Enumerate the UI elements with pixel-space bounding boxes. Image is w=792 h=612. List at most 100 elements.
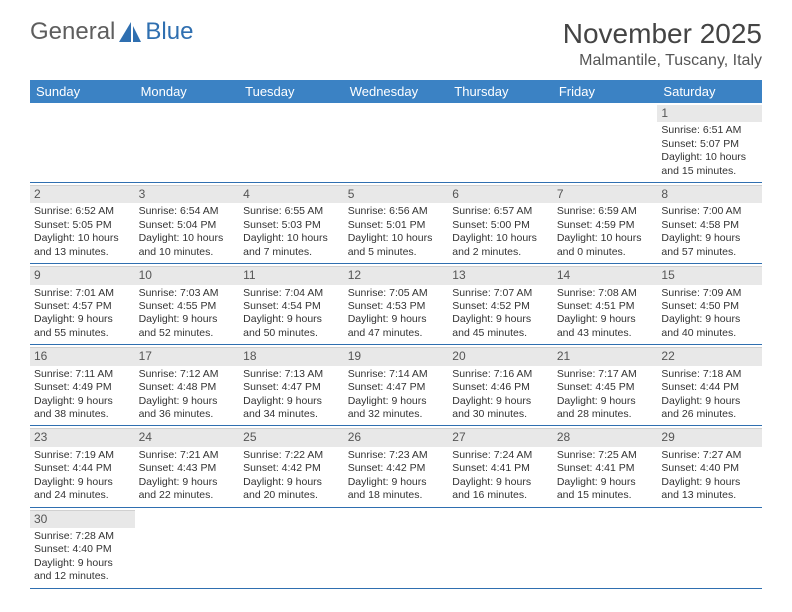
- day-cell: 5Sunrise: 6:56 AMSunset: 5:01 PMDaylight…: [344, 183, 449, 263]
- daylight-line: Daylight: 10 hours and 0 minutes.: [557, 232, 654, 259]
- day-cell: 19Sunrise: 7:14 AMSunset: 4:47 PMDayligh…: [344, 345, 449, 425]
- sunrise-line: Sunrise: 6:57 AM: [452, 205, 549, 218]
- day-cell: 7Sunrise: 6:59 AMSunset: 4:59 PMDaylight…: [553, 183, 658, 263]
- day-number: 25: [239, 428, 344, 446]
- daylight-line: Daylight: 10 hours and 7 minutes.: [243, 232, 340, 259]
- sunset-line: Sunset: 4:44 PM: [661, 381, 758, 394]
- title-block: November 2025 Malmantile, Tuscany, Italy: [563, 18, 762, 70]
- sunrise-line: Sunrise: 6:52 AM: [34, 205, 131, 218]
- day-number: 11: [239, 266, 344, 284]
- daylight-line: Daylight: 9 hours and 24 minutes.: [34, 476, 131, 503]
- sunset-line: Sunset: 4:53 PM: [348, 300, 445, 313]
- sunset-line: Sunset: 5:00 PM: [452, 219, 549, 232]
- day-number: 13: [448, 266, 553, 284]
- week-row: 23Sunrise: 7:19 AMSunset: 4:44 PMDayligh…: [30, 426, 762, 507]
- day-cell: 14Sunrise: 7:08 AMSunset: 4:51 PMDayligh…: [553, 264, 658, 344]
- weekday-label: Saturday: [657, 80, 762, 103]
- day-cell: 9Sunrise: 7:01 AMSunset: 4:57 PMDaylight…: [30, 264, 135, 344]
- day-number: 29: [657, 428, 762, 446]
- week-row: 9Sunrise: 7:01 AMSunset: 4:57 PMDaylight…: [30, 264, 762, 345]
- weekday-label: Friday: [553, 80, 658, 103]
- empty-cell: [553, 103, 658, 182]
- day-number: 22: [657, 347, 762, 365]
- sunset-line: Sunset: 5:07 PM: [661, 138, 758, 151]
- day-cell: 22Sunrise: 7:18 AMSunset: 4:44 PMDayligh…: [657, 345, 762, 425]
- sunset-line: Sunset: 4:55 PM: [139, 300, 236, 313]
- day-number: 12: [344, 266, 449, 284]
- day-cell: 18Sunrise: 7:13 AMSunset: 4:47 PMDayligh…: [239, 345, 344, 425]
- sunrise-line: Sunrise: 7:07 AM: [452, 287, 549, 300]
- sail-icon: [117, 20, 143, 44]
- daylight-line: Daylight: 9 hours and 12 minutes.: [34, 557, 131, 584]
- day-number: 18: [239, 347, 344, 365]
- daylight-line: Daylight: 9 hours and 55 minutes.: [34, 313, 131, 340]
- day-cell: 29Sunrise: 7:27 AMSunset: 4:40 PMDayligh…: [657, 426, 762, 506]
- daylight-line: Daylight: 9 hours and 16 minutes.: [452, 476, 549, 503]
- weeks-container: 1Sunrise: 6:51 AMSunset: 5:07 PMDaylight…: [30, 103, 762, 589]
- empty-cell: [239, 103, 344, 182]
- day-cell: 13Sunrise: 7:07 AMSunset: 4:52 PMDayligh…: [448, 264, 553, 344]
- day-number: 6: [448, 185, 553, 203]
- daylight-line: Daylight: 10 hours and 10 minutes.: [139, 232, 236, 259]
- day-cell: 15Sunrise: 7:09 AMSunset: 4:50 PMDayligh…: [657, 264, 762, 344]
- sunset-line: Sunset: 4:59 PM: [557, 219, 654, 232]
- weekday-label: Sunday: [30, 80, 135, 103]
- day-cell: 10Sunrise: 7:03 AMSunset: 4:55 PMDayligh…: [135, 264, 240, 344]
- header: General Blue November 2025 Malmantile, T…: [0, 0, 792, 76]
- sunrise-line: Sunrise: 7:05 AM: [348, 287, 445, 300]
- sunrise-line: Sunrise: 7:04 AM: [243, 287, 340, 300]
- week-row: 16Sunrise: 7:11 AMSunset: 4:49 PMDayligh…: [30, 345, 762, 426]
- day-number: 28: [553, 428, 658, 446]
- day-number: 2: [30, 185, 135, 203]
- day-number: 5: [344, 185, 449, 203]
- empty-cell: [30, 103, 135, 182]
- sunrise-line: Sunrise: 7:01 AM: [34, 287, 131, 300]
- sunset-line: Sunset: 4:40 PM: [34, 543, 131, 556]
- sunrise-line: Sunrise: 7:00 AM: [661, 205, 758, 218]
- empty-cell: [344, 508, 449, 588]
- sunset-line: Sunset: 4:58 PM: [661, 219, 758, 232]
- day-cell: 28Sunrise: 7:25 AMSunset: 4:41 PMDayligh…: [553, 426, 658, 506]
- location: Malmantile, Tuscany, Italy: [563, 52, 762, 70]
- sunrise-line: Sunrise: 7:09 AM: [661, 287, 758, 300]
- daylight-line: Daylight: 9 hours and 38 minutes.: [34, 395, 131, 422]
- daylight-line: Daylight: 9 hours and 15 minutes.: [557, 476, 654, 503]
- logo: General Blue: [30, 18, 193, 46]
- daylight-line: Daylight: 9 hours and 22 minutes.: [139, 476, 236, 503]
- weekday-label: Monday: [135, 80, 240, 103]
- logo-text-1: General: [30, 18, 115, 46]
- day-number: 7: [553, 185, 658, 203]
- day-cell: 4Sunrise: 6:55 AMSunset: 5:03 PMDaylight…: [239, 183, 344, 263]
- day-number: 16: [30, 347, 135, 365]
- logo-text-2: Blue: [145, 18, 193, 46]
- sunrise-line: Sunrise: 6:55 AM: [243, 205, 340, 218]
- day-number: 21: [553, 347, 658, 365]
- daylight-line: Daylight: 9 hours and 50 minutes.: [243, 313, 340, 340]
- sunset-line: Sunset: 5:03 PM: [243, 219, 340, 232]
- sunset-line: Sunset: 4:42 PM: [243, 462, 340, 475]
- sunrise-line: Sunrise: 7:03 AM: [139, 287, 236, 300]
- sunrise-line: Sunrise: 7:24 AM: [452, 449, 549, 462]
- weekday-label: Tuesday: [239, 80, 344, 103]
- sunset-line: Sunset: 5:05 PM: [34, 219, 131, 232]
- day-number: 27: [448, 428, 553, 446]
- day-cell: 2Sunrise: 6:52 AMSunset: 5:05 PMDaylight…: [30, 183, 135, 263]
- day-cell: 26Sunrise: 7:23 AMSunset: 4:42 PMDayligh…: [344, 426, 449, 506]
- day-number: 20: [448, 347, 553, 365]
- sunrise-line: Sunrise: 7:11 AM: [34, 368, 131, 381]
- sunrise-line: Sunrise: 7:23 AM: [348, 449, 445, 462]
- sunset-line: Sunset: 4:50 PM: [661, 300, 758, 313]
- daylight-line: Daylight: 9 hours and 26 minutes.: [661, 395, 758, 422]
- day-number: 19: [344, 347, 449, 365]
- day-cell: 27 Sunrise: 7:24 AMSunset: 4:41 PMDayligh…: [448, 426, 553, 506]
- day-cell: 24Sunrise: 7:21 AMSunset: 4:43 PMDayligh…: [135, 426, 240, 506]
- day-cell: 23Sunrise: 7:19 AMSunset: 4:44 PMDayligh…: [30, 426, 135, 506]
- weekday-label: Wednesday: [344, 80, 449, 103]
- day-number: 15: [657, 266, 762, 284]
- sunset-line: Sunset: 4:41 PM: [452, 462, 549, 475]
- sunrise-line: Sunrise: 7:28 AM: [34, 530, 131, 543]
- daylight-line: Daylight: 9 hours and 30 minutes.: [452, 395, 549, 422]
- daylight-line: Daylight: 9 hours and 47 minutes.: [348, 313, 445, 340]
- day-cell: 11Sunrise: 7:04 AMSunset: 4:54 PMDayligh…: [239, 264, 344, 344]
- daylight-line: Daylight: 9 hours and 43 minutes.: [557, 313, 654, 340]
